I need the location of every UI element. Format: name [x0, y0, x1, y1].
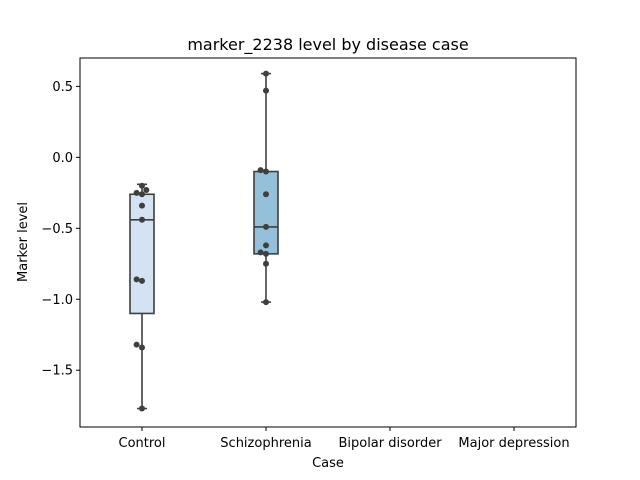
y-tick-label: −1.0 [41, 293, 73, 308]
data-point [263, 70, 269, 77]
data-point [263, 260, 269, 267]
y-tick-label: −1.5 [41, 364, 73, 379]
data-point [263, 250, 269, 257]
data-point [133, 189, 140, 196]
y-tick-label: −0.5 [41, 222, 73, 237]
data-point [263, 191, 269, 198]
box-control [129, 182, 155, 412]
data-point [263, 299, 269, 306]
data-point [133, 341, 140, 348]
data-point [263, 87, 269, 94]
data-point [139, 202, 145, 209]
data-point [143, 186, 150, 193]
chart-title: marker_2238 level by disease case [187, 35, 468, 55]
y-tick-label: 0.5 [52, 80, 73, 95]
data-point [263, 168, 269, 175]
box-series [129, 70, 279, 412]
data-point [139, 182, 145, 189]
data-point [139, 277, 145, 284]
data-point [257, 249, 264, 256]
y-axis-label: Marker level [16, 202, 31, 282]
x-axis: Control Schizophrenia Bipolar disorder Majo… [119, 427, 570, 451]
box-iqr [129, 193, 155, 315]
x-tick-label: Control [119, 436, 166, 451]
data-point [139, 344, 145, 351]
data-point [133, 276, 140, 283]
box-iqr [253, 170, 279, 255]
x-tick-label: Major depression [458, 436, 569, 451]
x-tick-label: Bipolar disorder [338, 436, 442, 451]
plot-area [79, 57, 577, 428]
data-point [263, 242, 269, 249]
data-point [257, 167, 264, 174]
box-schizophrenia [253, 70, 279, 306]
data-point [139, 405, 145, 412]
x-tick-label: Schizophrenia [220, 436, 311, 451]
data-point [263, 223, 269, 230]
x-axis-label: Case [312, 456, 344, 471]
data-point [139, 216, 145, 223]
y-axis: 0.5 0.0 −0.5 −1.0 −1.5 [41, 80, 80, 379]
data-point [139, 191, 145, 198]
y-tick-label: 0.0 [52, 151, 73, 166]
